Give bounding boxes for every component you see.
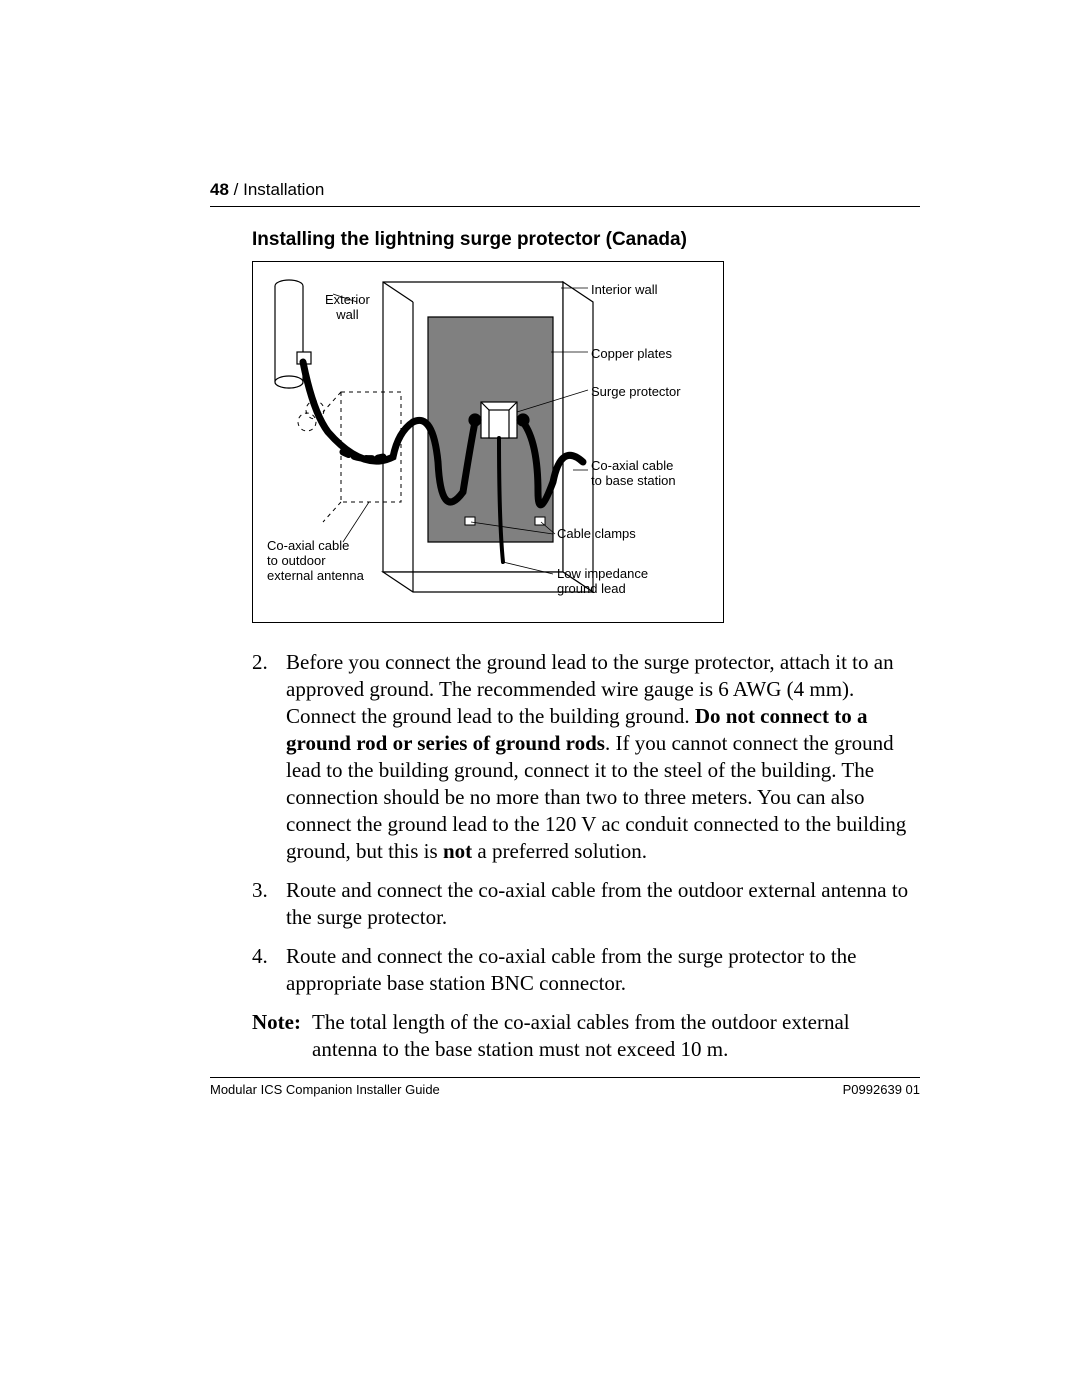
step-number: 2. [252, 649, 286, 865]
label-coax-base: Co-axial cable to base station [591, 458, 676, 488]
label-coax-outdoor: Co-axial cable to outdoor external anten… [267, 538, 364, 583]
step-number: 4. [252, 943, 286, 997]
header-rule [210, 206, 920, 207]
step-text: Route and connect the co-axial cable fro… [286, 943, 920, 997]
step-2-post: a preferred solution. [472, 839, 647, 863]
figure-title: Installing the lightning surge protector… [252, 229, 920, 251]
figure-diagram: Exterior wall Interior wall Copper plate… [252, 261, 724, 623]
step-3: 3. Route and connect the co-axial cable … [252, 877, 920, 931]
label-interior-wall: Interior wall [591, 282, 657, 297]
instruction-list: 2. Before you connect the ground lead to… [252, 649, 920, 997]
footer-doc-number: P0992639 01 [843, 1082, 920, 1097]
step-text: Route and connect the co-axial cable fro… [286, 877, 920, 931]
step-4: 4. Route and connect the co-axial cable … [252, 943, 920, 997]
step-2: 2. Before you connect the ground lead to… [252, 649, 920, 865]
document-page: 48 / Installation Installing the lightni… [0, 0, 1080, 1397]
section-name: / Installation [229, 180, 324, 199]
page-footer: Modular ICS Companion Installer Guide P0… [210, 1077, 920, 1097]
label-exterior-wall: Exterior wall [325, 292, 370, 322]
step-number: 3. [252, 877, 286, 931]
note-label: Note: [252, 1009, 312, 1063]
footer-guide-name: Modular ICS Companion Installer Guide [210, 1082, 440, 1097]
label-copper-plates: Copper plates [591, 346, 672, 361]
label-cable-clamps: Cable clamps [557, 526, 636, 541]
step-2-bold2: not [443, 839, 472, 863]
running-head: 48 / Installation [210, 180, 920, 200]
step-text: Before you connect the ground lead to th… [286, 649, 920, 865]
note-text: The total length of the co-axial cables … [312, 1009, 920, 1063]
label-surge-protector: Surge protector [591, 384, 681, 399]
label-ground-lead: Low impedance ground lead [557, 566, 648, 596]
page-number: 48 [210, 180, 229, 199]
footer-rule [210, 1077, 920, 1078]
note: Note: The total length of the co-axial c… [252, 1009, 920, 1063]
